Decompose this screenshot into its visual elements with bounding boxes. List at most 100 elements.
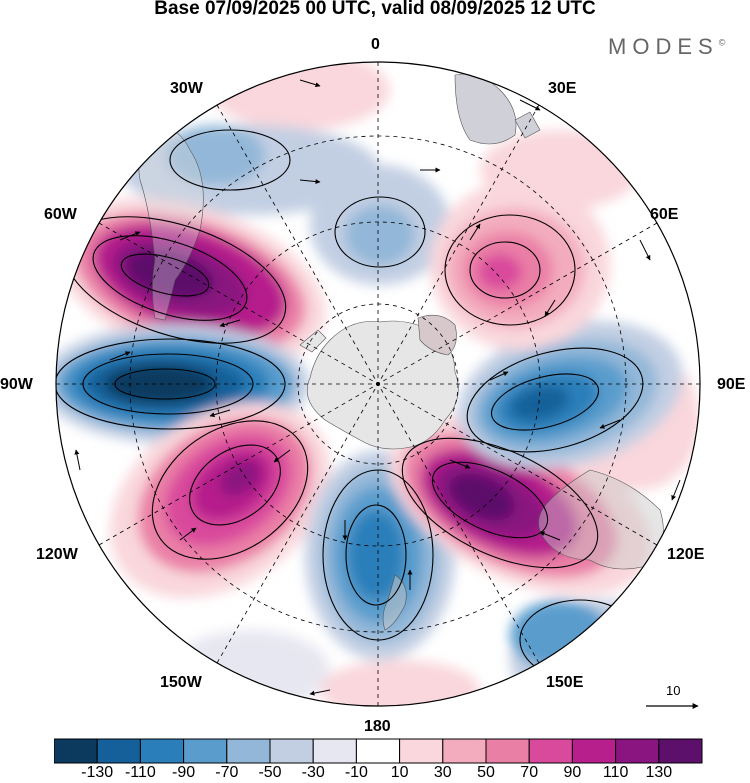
colorbar-segment bbox=[485, 738, 530, 764]
streamline bbox=[444, 214, 576, 326]
colorbar-segment bbox=[355, 738, 401, 764]
south-america bbox=[138, 127, 204, 321]
label-150w: 150W bbox=[160, 674, 202, 691]
streamline bbox=[151, 420, 309, 560]
wind-arrow bbox=[671, 479, 681, 501]
colorbar-segment bbox=[571, 738, 617, 764]
label-30e: 30E bbox=[548, 80, 577, 97]
reference-vector bbox=[646, 703, 699, 709]
streamline bbox=[82, 353, 254, 415]
colorbar-segment bbox=[226, 738, 271, 764]
colorbar-segment bbox=[658, 738, 703, 764]
label-0: 0 bbox=[371, 36, 380, 53]
wind-arrow bbox=[639, 239, 651, 261]
colorbar-tick-label: -50 bbox=[258, 764, 282, 781]
antarctica bbox=[306, 320, 459, 450]
wind-arrow bbox=[599, 419, 621, 429]
colorbar-segment bbox=[528, 738, 573, 764]
anomaly-shade bbox=[345, 205, 415, 265]
wind-arrow bbox=[89, 173, 105, 191]
label-180: 180 bbox=[364, 718, 391, 735]
antarctic-peninsula bbox=[299, 329, 327, 353]
streamline bbox=[169, 129, 291, 191]
wind-arrow bbox=[209, 409, 231, 418]
ice-shelf bbox=[417, 314, 457, 356]
colorbar-tick-label: -30 bbox=[301, 764, 325, 781]
colorbar-tick-label: 10 bbox=[390, 764, 409, 781]
anomaly-shade bbox=[478, 254, 522, 290]
streamline bbox=[490, 373, 600, 431]
wind-arrow bbox=[299, 79, 321, 88]
anomaly-shade bbox=[449, 473, 515, 521]
colorbar-tick-label: -130 bbox=[81, 764, 114, 781]
anomaly-shade bbox=[510, 600, 610, 670]
streamline bbox=[56, 338, 286, 430]
wind-arrow bbox=[519, 99, 541, 111]
wind-arrow bbox=[179, 527, 197, 541]
label-90e: 90E bbox=[717, 376, 746, 393]
colorbar-tick-label: -70 bbox=[215, 764, 239, 781]
anomaly-shade bbox=[510, 385, 570, 421]
streamline bbox=[92, 235, 248, 321]
colorbar-segment bbox=[399, 738, 444, 764]
wind-arrow bbox=[299, 179, 321, 185]
colorbar-tick-label: -10 bbox=[344, 764, 368, 781]
colorbar-tick-label: 50 bbox=[477, 764, 495, 781]
wind-arrow bbox=[489, 371, 509, 381]
wind-arrow bbox=[469, 223, 481, 241]
colorbar-tick-label: 130 bbox=[645, 764, 673, 781]
streamline bbox=[466, 347, 644, 453]
label-90w: 90W bbox=[0, 376, 33, 393]
streamline bbox=[431, 461, 549, 539]
anomaly-shade bbox=[165, 125, 265, 185]
map-border bbox=[55, 61, 701, 707]
australia bbox=[538, 469, 664, 570]
madagascar bbox=[514, 111, 541, 139]
wind-arrow bbox=[135, 623, 151, 641]
streamline bbox=[469, 241, 541, 299]
anomaly-shade bbox=[220, 460, 260, 496]
colorbar-tick-label: 90 bbox=[563, 764, 582, 781]
logo-copyright-mark: © bbox=[718, 37, 726, 48]
wind-arrow bbox=[109, 351, 131, 361]
streamline bbox=[120, 253, 210, 297]
new-zealand bbox=[382, 574, 407, 631]
wind-arrow bbox=[219, 319, 241, 328]
anomaly-shade bbox=[126, 249, 214, 299]
label-60e: 60E bbox=[650, 206, 679, 223]
colorbar-segment bbox=[96, 738, 141, 764]
label-30w: 30W bbox=[170, 80, 203, 97]
colorbar-segment bbox=[269, 738, 314, 764]
colorbar-tick-label: -90 bbox=[172, 764, 196, 781]
modes-logo: MODES© bbox=[608, 34, 725, 60]
colorbar-tick-label: 70 bbox=[520, 764, 539, 781]
south-pole-marker bbox=[376, 382, 380, 386]
streamline bbox=[345, 504, 407, 606]
wind-arrow bbox=[74, 449, 81, 471]
colorbar-tick-label: 30 bbox=[433, 764, 452, 781]
colorbar bbox=[54, 738, 703, 764]
anomaly-shade bbox=[320, 660, 480, 706]
colorbar-segment bbox=[54, 738, 98, 764]
logo-text: MODES bbox=[608, 34, 719, 59]
wind-arrow bbox=[119, 231, 141, 241]
anomaly-field bbox=[56, 62, 700, 706]
streamline bbox=[322, 469, 434, 641]
wind-arrow bbox=[309, 689, 331, 696]
colorbar-tick-label: -110 bbox=[124, 764, 156, 781]
wind-arrow bbox=[273, 449, 291, 463]
label-120e: 120E bbox=[667, 546, 705, 563]
map-title: Base 07/09/2025 00 UTC, valid 08/09/2025… bbox=[154, 0, 596, 19]
streamline bbox=[334, 196, 426, 268]
map-disc bbox=[56, 62, 700, 706]
land-masses bbox=[138, 73, 664, 631]
colorbar-segment bbox=[139, 738, 185, 764]
wind-arrow bbox=[449, 459, 471, 469]
streamline bbox=[401, 437, 599, 569]
wind-arrow bbox=[544, 299, 556, 317]
streamline bbox=[189, 444, 281, 526]
colorbar-segment bbox=[442, 738, 487, 764]
streamline bbox=[114, 368, 216, 400]
label-150e: 150E bbox=[546, 674, 584, 691]
